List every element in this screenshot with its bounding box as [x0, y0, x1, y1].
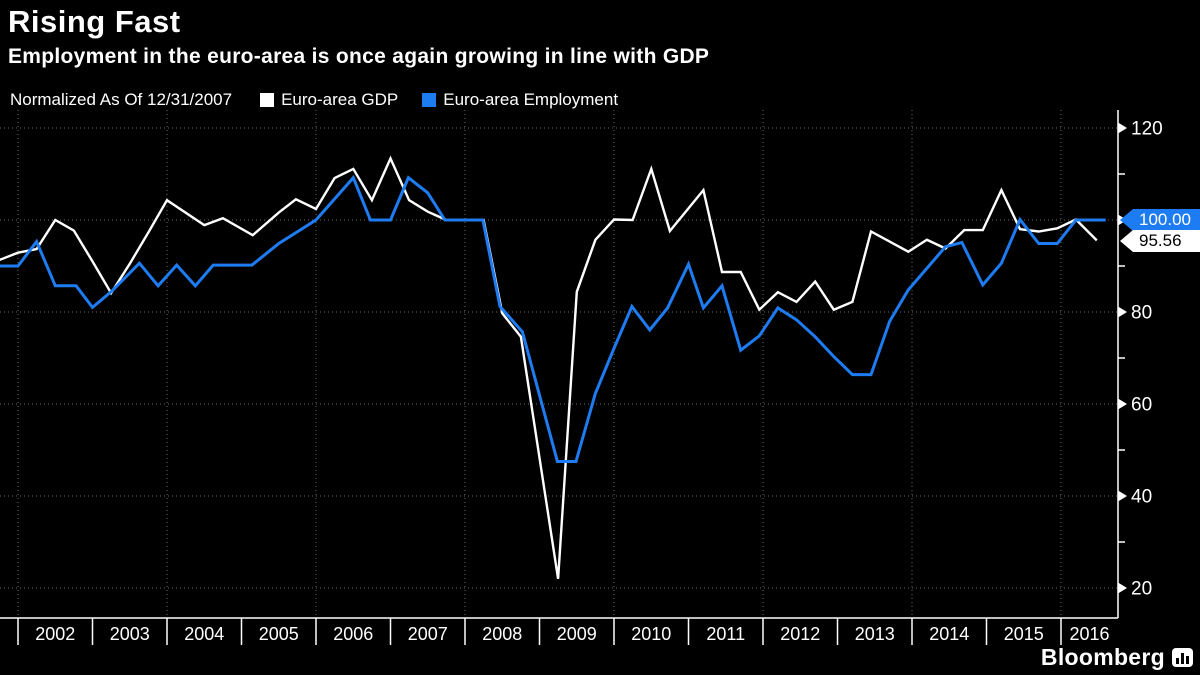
y-tick-label: 120 [1131, 119, 1163, 140]
x-tick-label: 2013 [855, 624, 895, 644]
bloomberg-wordmark: Bloomberg [1040, 644, 1165, 670]
chart-legend: Normalized As Of 12/31/2007 Euro-area GD… [10, 90, 642, 110]
chart-title: Rising Fast [8, 4, 181, 39]
chart-subtitle: Employment in the euro-area is once agai… [8, 45, 710, 68]
x-tick-label: 2016 [1069, 624, 1109, 644]
x-tick-label: 2011 [706, 624, 745, 644]
x-tick-label: 2007 [408, 624, 448, 644]
x-tick-label: 2006 [333, 624, 373, 644]
y-tick-arrow [1118, 306, 1127, 318]
y-tick-label: 20 [1131, 579, 1152, 600]
legend-label-gdp: Euro-area GDP [281, 90, 399, 109]
x-tick-label: 2012 [780, 624, 820, 644]
bloomberg-logo: Bloomberg [1041, 644, 1193, 671]
legend-label-employment: Euro-area Employment [443, 90, 619, 109]
bloomberg-chart-icon [1172, 648, 1193, 667]
x-tick-label: 2002 [35, 624, 75, 644]
y-tick-arrow [1118, 582, 1127, 594]
y-tick-label: 40 [1131, 487, 1152, 508]
x-tick-label: 2010 [631, 624, 671, 644]
y-tick-arrow [1118, 490, 1127, 502]
legend-item-gdp: Euro-area GDP [260, 90, 398, 110]
employment-value-badge: 100.00 [1120, 209, 1200, 231]
employment-last-value: 100.00 [1139, 210, 1191, 229]
employment-swatch-icon [422, 93, 437, 107]
x-tick-label: 2015 [1004, 624, 1044, 644]
x-tick-label: 2014 [929, 624, 969, 644]
y-tick-label: 60 [1131, 395, 1152, 416]
y-tick-arrow [1118, 122, 1127, 134]
legend-item-employment: Euro-area Employment [422, 90, 618, 110]
gdp-line [0, 155, 1098, 579]
employment-line [0, 174, 1106, 463]
x-tick-label: 2008 [482, 624, 522, 644]
y-tick-label: 80 [1131, 303, 1152, 324]
gdp-value-badge: 95.56 [1120, 230, 1200, 252]
x-tick-label: 2003 [110, 624, 150, 644]
legend-note: Normalized As Of 12/31/2007 [10, 90, 233, 109]
x-tick-label: 2005 [259, 624, 299, 644]
gdp-swatch-icon [260, 93, 275, 107]
gdp-last-value: 95.56 [1139, 231, 1182, 250]
y-tick-arrow [1118, 398, 1127, 410]
x-tick-label: 2004 [184, 624, 224, 644]
x-tick-label: 2009 [557, 624, 597, 644]
